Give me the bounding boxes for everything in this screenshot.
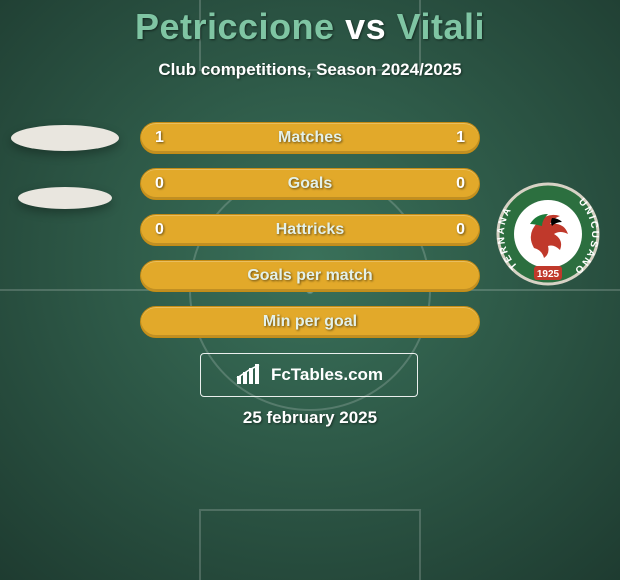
brand-text-bold: Fc bbox=[271, 365, 291, 384]
stat-right-value: 1 bbox=[456, 129, 465, 147]
stat-left-value: 0 bbox=[155, 221, 164, 239]
stat-label: Hattricks bbox=[276, 221, 344, 239]
title-right: Vitali bbox=[397, 6, 485, 47]
bar-chart-icon bbox=[235, 364, 263, 386]
stat-bar-hattricks: 0 Hattricks 0 bbox=[140, 214, 480, 246]
stat-left-value: 0 bbox=[155, 175, 164, 193]
subtitle: Club competitions, Season 2024/2025 bbox=[0, 60, 620, 80]
title-vs: vs bbox=[335, 6, 397, 47]
brand-text: FcTables.com bbox=[271, 365, 383, 385]
stat-bars: 1 Matches 1 0 Goals 0 0 Hattricks 0 Goal… bbox=[140, 122, 480, 338]
stat-label: Min per goal bbox=[263, 313, 357, 331]
stat-label: Goals bbox=[288, 175, 332, 193]
stat-right-value: 0 bbox=[456, 175, 465, 193]
brand-box: FcTables.com bbox=[200, 353, 418, 397]
stat-bar-goals: 0 Goals 0 bbox=[140, 168, 480, 200]
left-player-marks bbox=[10, 125, 120, 209]
title-left: Petriccione bbox=[135, 6, 335, 47]
club-badge-ternana: UNICUSANO TERNANA 1925 bbox=[496, 178, 600, 302]
stat-bar-min-per-goal: Min per goal bbox=[140, 306, 480, 338]
brand-text-rest: Tables.com bbox=[291, 365, 383, 384]
comparison-title: Petriccione vs Vitali bbox=[0, 0, 620, 48]
stat-right-value: 0 bbox=[456, 221, 465, 239]
svg-text:1925: 1925 bbox=[537, 269, 560, 280]
left-ellipse-1 bbox=[11, 125, 119, 151]
stat-bar-goals-per-match: Goals per match bbox=[140, 260, 480, 292]
stat-label: Matches bbox=[278, 129, 342, 147]
left-ellipse-2 bbox=[18, 187, 112, 209]
stat-label: Goals per match bbox=[247, 267, 372, 285]
stat-bar-matches: 1 Matches 1 bbox=[140, 122, 480, 154]
generated-date: 25 february 2025 bbox=[0, 408, 620, 428]
stat-left-value: 1 bbox=[155, 129, 164, 147]
